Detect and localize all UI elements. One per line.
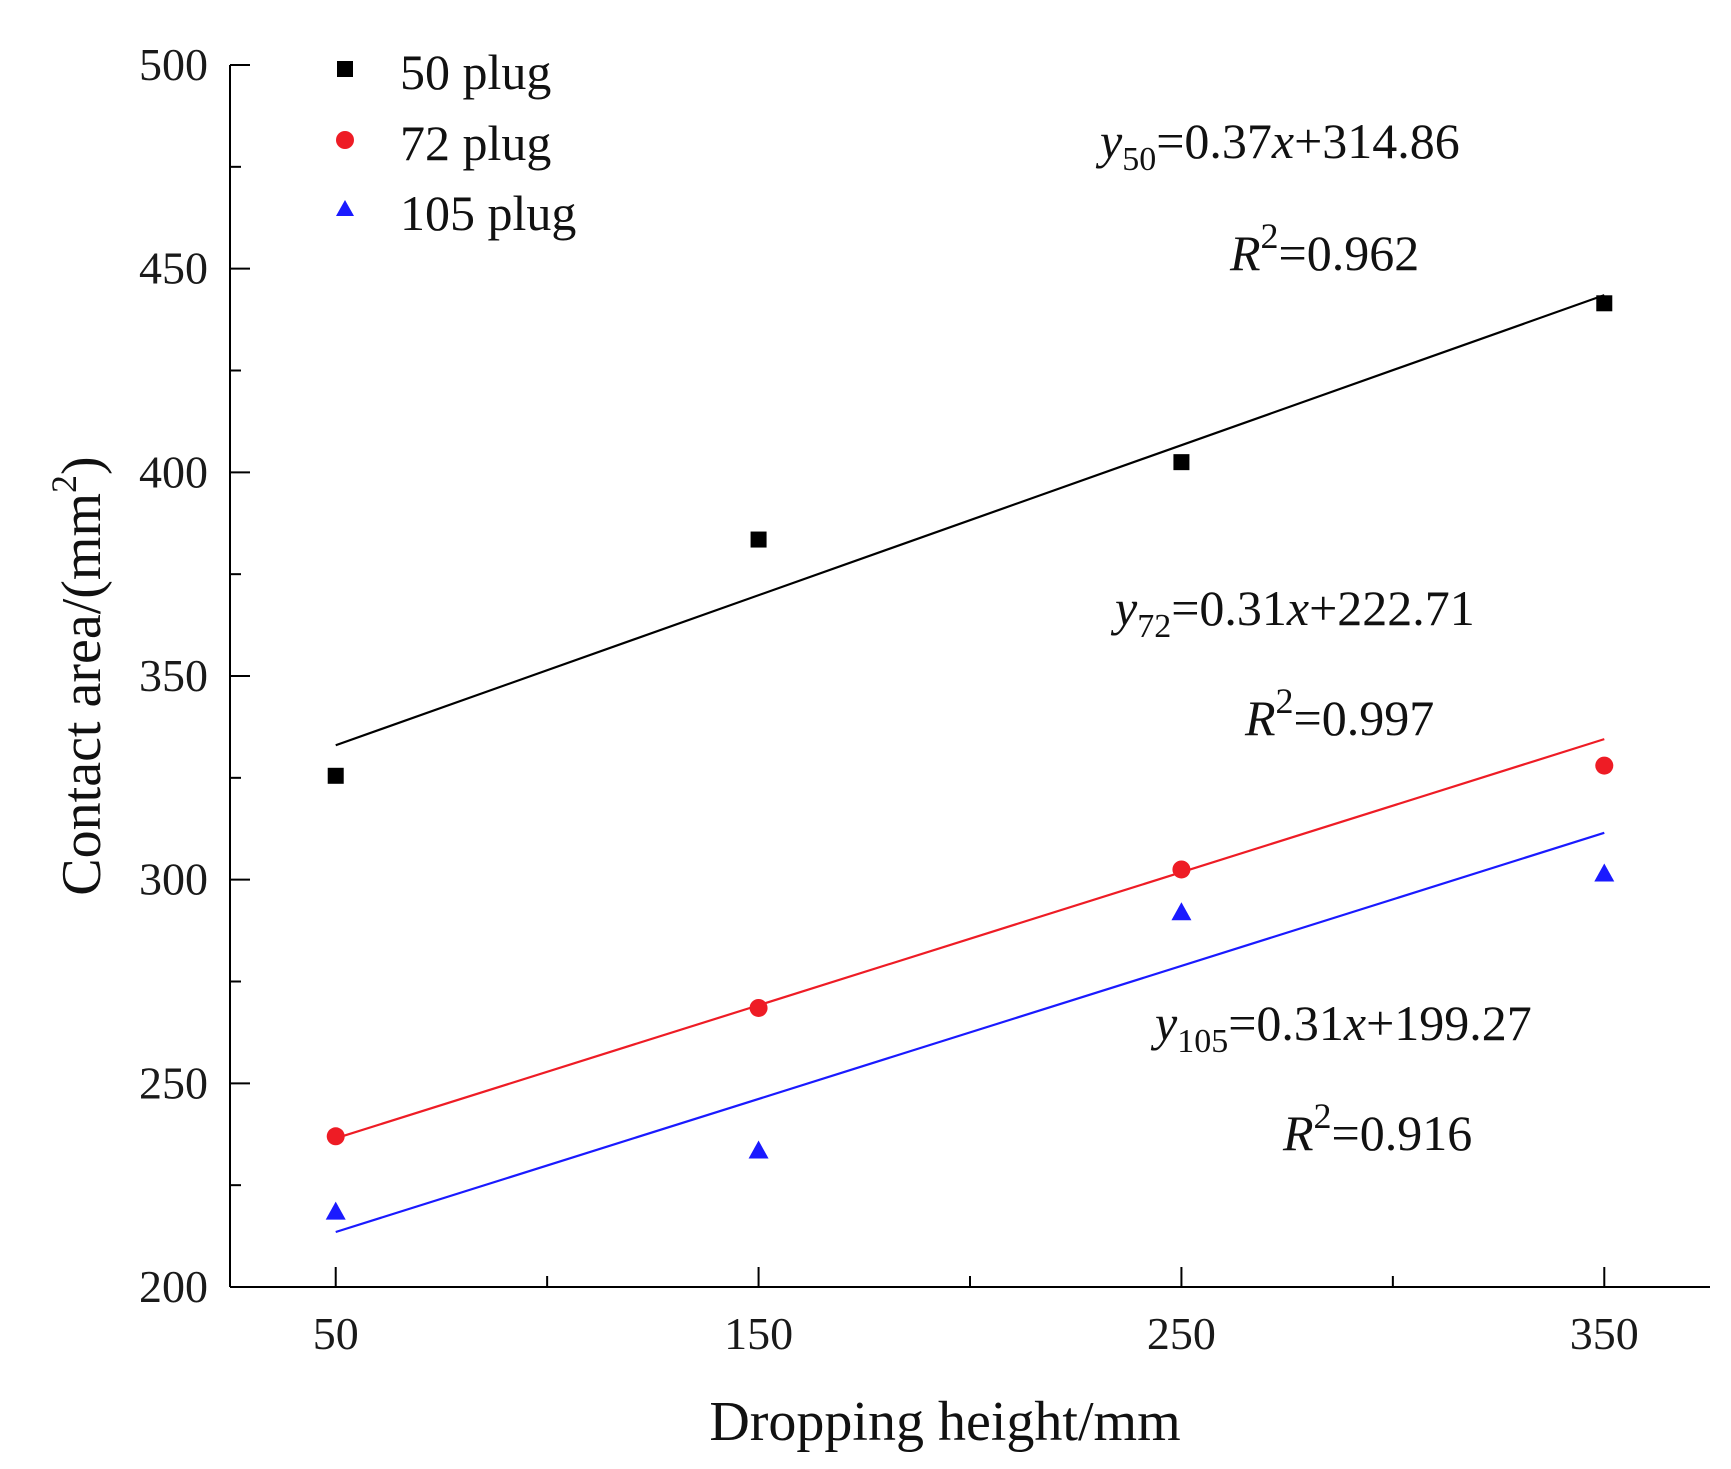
data-point-series-0 bbox=[1596, 295, 1613, 312]
data-point-series-2 bbox=[325, 1201, 346, 1220]
data-point-series-1 bbox=[1172, 860, 1191, 879]
equation-72-plug: y72=0.31x+222.71 bbox=[1110, 580, 1475, 645]
y-tick-label: 450 bbox=[139, 243, 208, 294]
legend-label-50-plug: 50 plug bbox=[400, 44, 551, 100]
legend-item-105-plug: 105 plug bbox=[336, 185, 576, 241]
fit-lines bbox=[335, 294, 1605, 1234]
data-point-series-2 bbox=[748, 1140, 769, 1159]
y-tick-label: 200 bbox=[139, 1261, 208, 1312]
y-axis-title: Contact area/(mm2) bbox=[44, 456, 113, 895]
data-point-series-2 bbox=[1594, 863, 1615, 882]
legend-circle-marker bbox=[336, 131, 354, 149]
y-ticks: 200 250 300 350 400 450 500 bbox=[139, 39, 250, 1312]
fit-line-series-2 bbox=[335, 831, 1605, 1234]
legend: 50 plug 72 plug 105 plug bbox=[336, 44, 576, 241]
legend-triangle-marker bbox=[336, 200, 354, 216]
equation-105-plug: y105=0.31x+199.27 bbox=[1150, 995, 1532, 1060]
data-point-series-0 bbox=[750, 531, 767, 548]
x-tick-label: 350 bbox=[1570, 1308, 1639, 1359]
y-tick-label: 300 bbox=[139, 854, 208, 905]
data-point-series-1 bbox=[1595, 756, 1614, 775]
data-point-series-0 bbox=[1173, 454, 1190, 471]
data-point-series-1 bbox=[326, 1127, 345, 1146]
x-ticks: 50 150 250 350 bbox=[313, 1267, 1639, 1359]
r-squared-72-plug: R2=0.997 bbox=[1244, 681, 1434, 746]
legend-label-105-plug: 105 plug bbox=[400, 185, 576, 241]
data-point-series-0 bbox=[327, 767, 344, 784]
x-tick-label: 150 bbox=[724, 1308, 793, 1359]
r-squared-105-plug: R2=0.916 bbox=[1282, 1096, 1472, 1161]
legend-label-72-plug: 72 plug bbox=[400, 115, 551, 171]
data-points bbox=[325, 295, 1615, 1220]
fit-line-series-1 bbox=[335, 738, 1605, 1140]
y-tick-label: 250 bbox=[139, 1057, 208, 1108]
r-squared-50-plug: R2=0.962 bbox=[1229, 216, 1419, 281]
y-tick-label: 400 bbox=[139, 446, 208, 497]
legend-item-72-plug: 72 plug bbox=[336, 115, 551, 171]
y-tick-label: 350 bbox=[139, 650, 208, 701]
x-tick-label: 50 bbox=[313, 1308, 359, 1359]
x-axis-title: Dropping height/mm bbox=[709, 1391, 1180, 1453]
annotation-50-plug: y50=0.37x+314.86 R2=0.962 bbox=[1095, 113, 1460, 281]
legend-square-marker bbox=[337, 61, 353, 77]
legend-item-50-plug: 50 plug bbox=[337, 44, 551, 100]
y-tick-label: 500 bbox=[139, 39, 208, 90]
data-point-series-2 bbox=[1171, 902, 1192, 921]
axes bbox=[229, 65, 1710, 1288]
annotation-72-plug: y72=0.31x+222.71 R2=0.997 bbox=[1110, 580, 1475, 746]
annotation-105-plug: y105=0.31x+199.27 R2=0.916 bbox=[1150, 995, 1532, 1161]
x-tick-label: 250 bbox=[1147, 1308, 1216, 1359]
fit-line-series-0 bbox=[335, 294, 1605, 747]
data-point-series-1 bbox=[749, 998, 768, 1017]
equation-50-plug: y50=0.37x+314.86 bbox=[1095, 113, 1460, 178]
